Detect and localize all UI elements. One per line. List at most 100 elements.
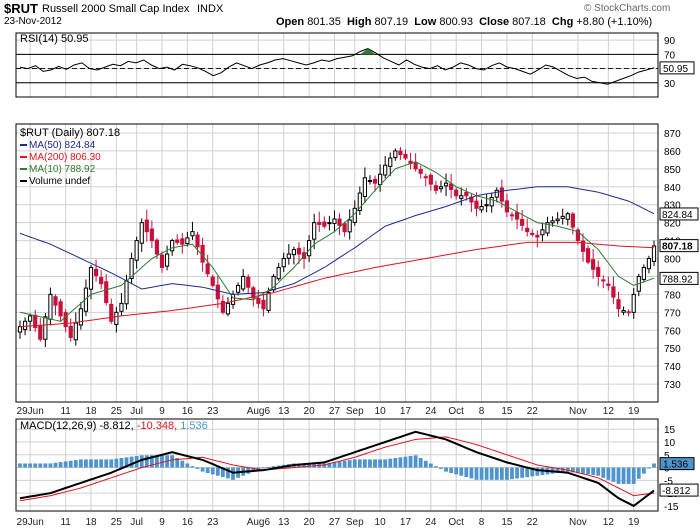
candle-body	[114, 311, 119, 326]
macd-histogram-bar	[149, 455, 154, 468]
macd-histogram-bar	[510, 467, 514, 480]
macd-histogram-bar	[73, 460, 78, 468]
macd-histogram-bar	[205, 467, 210, 474]
legend-entry: MA(50) 824.84	[29, 140, 96, 151]
candle-body	[144, 219, 149, 233]
index-name: Russell 2000 Small Cap Index	[42, 3, 190, 15]
macd-signal-line	[19, 436, 655, 502]
candle-body	[378, 173, 383, 186]
macd-x-tick-label: 9	[159, 517, 165, 528]
macd-histogram-bar	[601, 467, 606, 478]
high-label: High	[346, 16, 372, 28]
candle-body	[119, 302, 124, 312]
price-x-tick-label: Aug6	[247, 406, 271, 417]
macd-histogram-bar	[641, 467, 646, 474]
ma10-value-label-box	[659, 271, 699, 285]
price-x-tick-label: 23	[207, 406, 219, 417]
candle-body	[596, 266, 601, 277]
candle-body	[28, 315, 33, 322]
candle-body	[433, 185, 439, 191]
candle-body	[357, 192, 362, 211]
last-price-label: 807.18	[662, 242, 693, 253]
macd-histogram-bar	[256, 467, 261, 470]
macd-histogram-bar	[139, 455, 144, 468]
macd-histogram-bar	[388, 458, 393, 468]
macd-histogram-bar	[58, 462, 63, 468]
macd-histogram-bar	[616, 467, 621, 484]
ma50-value-label: 824.84	[662, 210, 693, 221]
price-x-tick-label: 13	[278, 406, 290, 417]
macd-histogram-bar	[210, 467, 215, 475]
macd-histogram-bar	[373, 459, 377, 468]
macd-histogram-bar	[53, 462, 58, 468]
price-x-tick-label: 10	[375, 406, 387, 417]
macd-histogram-bar	[357, 459, 362, 468]
watermark: © StockCharts.com	[584, 3, 671, 14]
candle-body	[474, 200, 479, 209]
candle-body	[545, 222, 550, 234]
macd-histogram-bar	[434, 466, 438, 468]
price-x-tick-label: 18	[85, 406, 97, 417]
close-value: 807.18	[512, 16, 546, 28]
candle-body	[241, 275, 246, 290]
open-value: 801.35	[307, 16, 341, 28]
exchange: INDX	[197, 3, 224, 15]
macd-histogram-bar	[581, 467, 585, 474]
macd-x-tick-label: Jul	[130, 517, 143, 528]
price-x-tick-label: Nov	[569, 406, 587, 417]
candle-body	[403, 153, 408, 159]
candle-body	[205, 263, 210, 275]
candle-body	[38, 325, 43, 340]
macd-histogram-bar	[251, 467, 256, 472]
macd-histogram-bar	[170, 455, 175, 468]
macd-x-tick-label: 18	[85, 517, 97, 528]
macd-x-tick-label: 16	[182, 517, 194, 528]
rsi-y-tick-label: 70	[664, 50, 676, 61]
candle-body	[347, 219, 352, 233]
macd-histogram-bar	[525, 467, 530, 478]
legend-entry: MA(200) 806.30	[29, 152, 101, 163]
macd-histogram-bar	[408, 455, 413, 468]
candle-body	[479, 206, 484, 211]
candle-body	[413, 162, 418, 170]
candle-body	[509, 214, 515, 217]
macd-hist-value-box	[659, 457, 695, 471]
candle-body	[520, 218, 525, 226]
price-x-tick-label: 22	[527, 406, 539, 417]
macd-histogram-bar	[423, 460, 428, 468]
candle-body	[560, 215, 565, 219]
macd-histogram-bar	[368, 459, 372, 468]
candle-body	[210, 276, 215, 286]
candle-body	[449, 183, 454, 190]
candle-body	[398, 150, 403, 155]
rsi-panel-frame	[15, 32, 659, 98]
macd-x-tick-label: 25	[111, 517, 123, 528]
candle-body	[606, 283, 611, 286]
candle-body	[215, 284, 220, 300]
macd-histogram-bar	[499, 467, 504, 480]
price-y-tick-label: 780	[664, 290, 681, 301]
high-value: 807.19	[374, 16, 409, 28]
macd-x-tick-label: Sep	[346, 517, 364, 528]
macd-histogram-bar	[515, 467, 519, 479]
macd-x-tick-label: 27	[329, 517, 341, 528]
candle-body	[332, 218, 337, 224]
macd-histogram-bar	[322, 463, 327, 468]
macd-x-tick-label: 23	[207, 517, 219, 528]
macd-histogram-bar	[302, 463, 306, 468]
macd-histogram-bar	[611, 467, 616, 482]
candle-body	[134, 240, 139, 261]
candle-body	[570, 213, 575, 228]
macd-histogram-bar	[449, 467, 454, 474]
macd-histogram-bar	[78, 459, 83, 468]
macd-histogram-bar	[383, 459, 388, 468]
candle-body	[616, 299, 621, 310]
price-x-tick-label: 8	[479, 406, 485, 417]
price-y-tick-label: 740	[664, 362, 681, 373]
candle-body	[631, 293, 636, 313]
candle-body	[17, 326, 23, 333]
macd-y-tick-label: 5	[664, 451, 670, 462]
low-label: Low	[414, 16, 437, 28]
macd-histogram-bar	[84, 459, 88, 468]
candle-body	[235, 284, 241, 293]
